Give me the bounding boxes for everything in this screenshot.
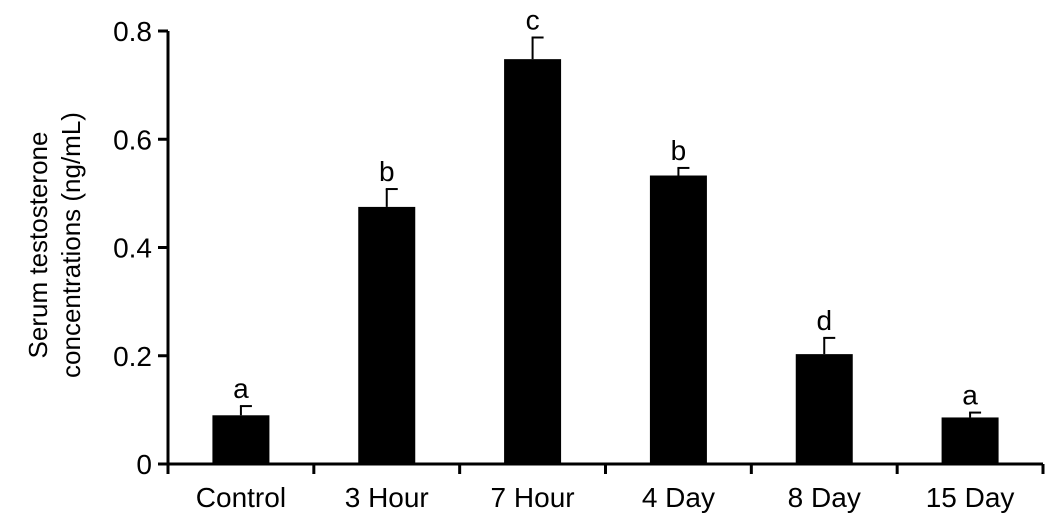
bar [358, 206, 416, 464]
bars [212, 36, 999, 465]
bar [649, 175, 707, 465]
x-tick-label: Control [196, 482, 286, 513]
y-tick-label: 0.6 [113, 124, 152, 155]
y-axis-title: Serum testosterone concentrations (ng/mL… [23, 112, 86, 378]
x-tick-label: 7 Hour [491, 482, 575, 513]
significance-label: b [671, 135, 687, 166]
labels: a Control b 3 Hour c 7 Hour b 4 Day d 8 Day a 15 Da… [196, 4, 1015, 513]
bar [504, 59, 562, 465]
y-tick-label: 0.4 [113, 233, 152, 264]
x-tick-label: 8 Day [788, 482, 861, 513]
y-tick-label: 0.2 [113, 341, 152, 372]
y-tick-label: 0.8 [113, 16, 152, 47]
x-tick-label: 15 Day [926, 482, 1015, 513]
bar [795, 354, 853, 464]
bar [941, 417, 999, 464]
significance-label: a [962, 380, 978, 411]
y-axis-title-line-1: Serum testosterone [23, 132, 53, 359]
significance-label: a [233, 373, 249, 404]
y-tick-label: 0 [136, 449, 152, 480]
axes: 0 0.2 0.4 0.6 0.8 [113, 16, 1045, 480]
significance-label: d [816, 305, 832, 336]
y-axis-title-line-2: concentrations (ng/mL) [56, 112, 86, 378]
x-tick-label: 4 Day [642, 482, 715, 513]
significance-label: c [526, 4, 540, 35]
bar [212, 415, 270, 464]
significance-label: b [379, 156, 395, 187]
x-tick-label: 3 Hour [345, 482, 429, 513]
